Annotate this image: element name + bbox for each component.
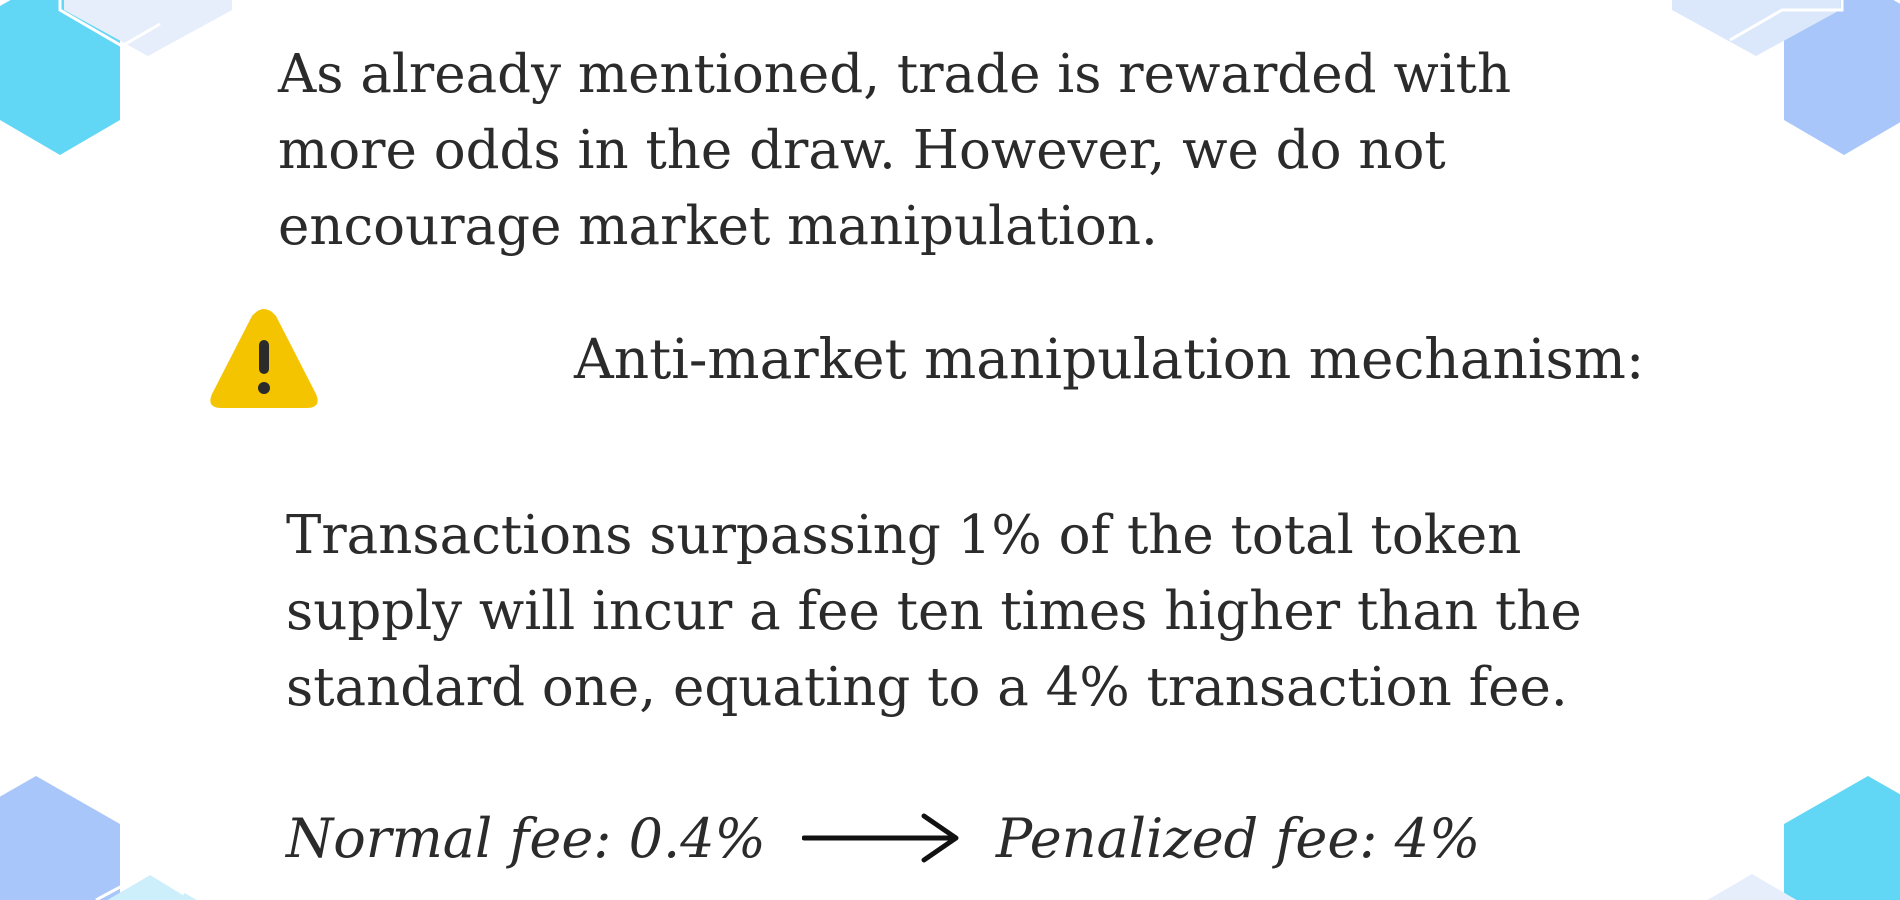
hexagon-outline <box>58 0 161 48</box>
hexagon-outline <box>1729 0 1844 42</box>
rule-paragraph: Transactions surpassing 1% of the total … <box>286 498 1582 726</box>
penalized-fee-label: Penalized fee: 4% <box>995 806 1481 870</box>
rule-line: standard one, equating to a 4% transacti… <box>286 657 1568 718</box>
hexagon-shape <box>1672 0 1840 56</box>
hexagon-shape <box>0 0 120 155</box>
hexagon-shape <box>0 776 120 900</box>
rule-line: supply will incur a fee ten times higher… <box>286 581 1582 642</box>
hexagon-shape <box>1784 0 1900 155</box>
intro-paragraph: As already mentioned, trade is rewarded … <box>278 37 1511 265</box>
intro-line: more odds in the draw. However, we do no… <box>278 120 1446 181</box>
warning-icon <box>210 309 318 408</box>
hexagon-shape <box>1784 776 1900 900</box>
intro-line: encourage market manipulation. <box>278 196 1158 257</box>
hexagon-shape <box>1707 874 1797 900</box>
hexagon-shape <box>107 874 197 900</box>
fee-comparison-row: Normal fee: 0.4% Penalized fee: 4% <box>286 800 1480 876</box>
arrow-right-icon <box>801 813 959 863</box>
rule-line: Transactions surpassing 1% of the total … <box>286 505 1522 566</box>
notice-heading: Anti-market manipulation mechanism: <box>574 327 1645 391</box>
intro-line: As already mentioned, trade is rewarded … <box>278 44 1512 105</box>
notice-heading-row: Anti-market manipulation mechanism: <box>208 308 1644 410</box>
normal-fee-label: Normal fee: 0.4% <box>286 806 766 870</box>
hexagon-outline <box>95 870 185 900</box>
hexagon-shape <box>64 0 232 56</box>
